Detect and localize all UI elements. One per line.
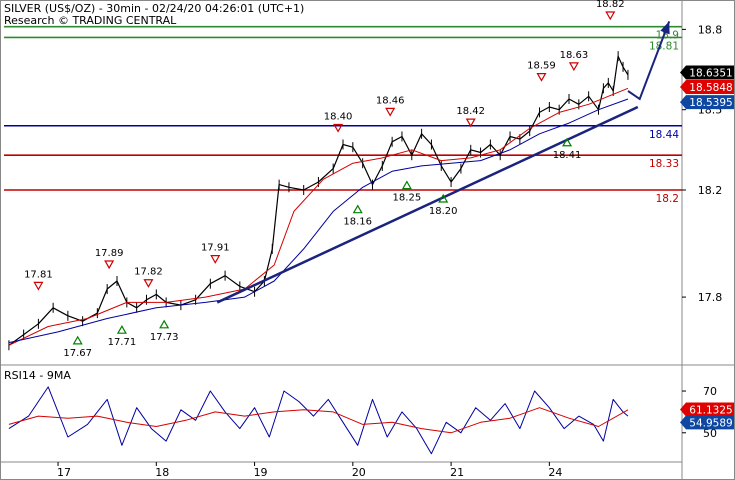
price-ytick-label: 18.2 — [698, 184, 723, 197]
high-label: 18.42 — [456, 106, 485, 117]
value-tag-label: 61.1325 — [689, 405, 732, 417]
xtick-label: 17 — [57, 466, 71, 479]
high-label: 18.59 — [527, 61, 556, 72]
high-marker — [333, 123, 344, 133]
projection-path — [627, 21, 671, 101]
high-marker — [536, 72, 547, 82]
rsi-ytick-label: 70 — [703, 385, 717, 398]
value-tag-61.1325 — [680, 402, 734, 417]
high-marker — [385, 107, 396, 117]
low-marker — [438, 193, 449, 203]
low-marker — [159, 319, 170, 329]
high-marker — [605, 11, 616, 21]
level-lines: 18.918.81 18.44 18.33 18.2 — [4, 25, 682, 205]
level-label-18.81: 18.81 — [649, 40, 679, 52]
low-label: 18.20 — [429, 206, 458, 217]
low-label: 17.71 — [108, 337, 137, 348]
low-label: 18.16 — [343, 217, 372, 228]
series-price — [8, 55, 629, 346]
low-label: 17.73 — [150, 332, 179, 343]
value-tag-label: 18.5395 — [689, 97, 732, 109]
high-marker — [143, 279, 154, 288]
xtick-label: 20 — [352, 466, 366, 479]
low-marker — [401, 180, 412, 190]
high-label: 18.82 — [596, 0, 625, 10]
xtick-label: 24 — [548, 466, 562, 479]
level-label-18.9: 18.9 — [656, 30, 679, 42]
level-label-18.33: 18.33 — [649, 158, 679, 170]
value-tag-18.5848 — [680, 79, 734, 94]
support-trendline — [216, 105, 639, 304]
series-rsi_ma — [8, 407, 629, 434]
low-marker — [116, 324, 127, 334]
series-ma_slow — [8, 98, 629, 344]
low-marker — [562, 137, 573, 147]
low-marker — [72, 335, 83, 345]
high-marker — [568, 62, 579, 72]
high-label: 17.82 — [134, 267, 163, 278]
low-label: 18.41 — [553, 150, 582, 161]
high-label: 18.63 — [560, 50, 589, 61]
high-label: 17.89 — [95, 248, 124, 259]
series-rsi — [8, 386, 629, 455]
value-tag-label: 54.9589 — [689, 417, 732, 429]
high-marker — [465, 118, 476, 128]
value-tag-label: 18.6351 — [689, 68, 732, 80]
price-ytick-label: 17.8 — [698, 291, 723, 304]
price-ytick-label: 18.8 — [698, 23, 723, 36]
xtick-label: 21 — [450, 466, 464, 479]
value-tag-18.6351 — [680, 65, 734, 80]
value-tag-54.9589 — [680, 415, 734, 430]
low-label: 18.25 — [393, 193, 422, 204]
value-tag-18.5395 — [680, 95, 734, 110]
high-marker — [104, 260, 115, 270]
high-label: 18.46 — [376, 95, 405, 106]
credit-text: Research © TRADING CENTRAL — [4, 14, 177, 27]
value-tag-label: 18.5848 — [689, 82, 732, 94]
high-label: 18.40 — [324, 111, 353, 122]
high-label: 17.91 — [201, 243, 230, 254]
xtick-label: 18 — [155, 466, 169, 479]
series-ma_fast — [8, 87, 629, 346]
chart-title: SILVER (US$/OZ) - 30min - 02/24/20 04:26… — [4, 2, 305, 15]
high-marker — [210, 255, 221, 264]
low-marker — [352, 204, 363, 214]
annotations: 17.81 17.67 17.89 17.71 17.82 17.73 17.91 18.40… — [24, 0, 671, 359]
level-label-18.2: 18.2 — [656, 193, 679, 205]
rsi-title: RSI14 - 9MA — [4, 369, 71, 382]
low-label: 17.67 — [63, 348, 92, 359]
high-label: 17.81 — [24, 269, 53, 280]
level-label-18.44: 18.44 — [649, 129, 679, 141]
high-marker — [33, 281, 44, 291]
xtick-label: 19 — [254, 466, 268, 479]
projection-arrowhead — [660, 21, 670, 35]
rsi-ytick-label: 50 — [703, 427, 717, 440]
series-lines — [8, 51, 629, 455]
